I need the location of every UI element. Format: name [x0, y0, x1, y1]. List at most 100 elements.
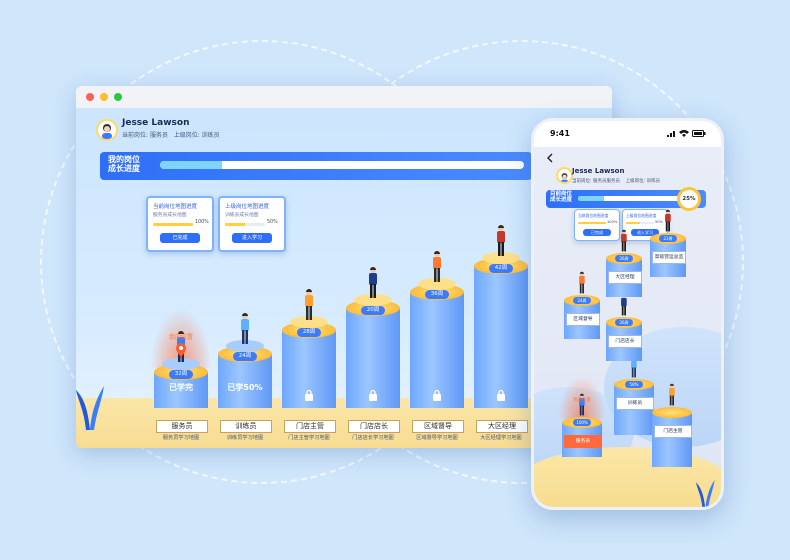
- minimize-dot[interactable]: [100, 93, 108, 101]
- role-map-link[interactable]: 门店主管学习地图: [288, 435, 330, 441]
- card-track: [153, 223, 193, 226]
- person-figure: [238, 312, 252, 350]
- growth-progress-title: 目前岗位 成长进度: [550, 191, 573, 204]
- card-track: [626, 222, 654, 224]
- pillar-weeks: 42周: [489, 264, 513, 273]
- card-subtitle: 服务员成长地图: [153, 213, 187, 218]
- pillar-cap: [354, 294, 392, 306]
- person-figure: [619, 229, 629, 256]
- user-name: Jesse Lawson: [122, 118, 190, 128]
- person-figure: [430, 250, 444, 288]
- card-track: [578, 222, 606, 224]
- person-figure: [366, 266, 380, 304]
- role-label[interactable]: 服务员: [156, 420, 208, 433]
- pillar-cap: [418, 278, 456, 290]
- status-bar: 9:41: [534, 121, 721, 147]
- avatar[interactable]: [96, 119, 118, 141]
- card-button[interactable]: 已完成: [160, 233, 200, 243]
- window-titlebar: [76, 86, 612, 109]
- role-label[interactable]: 大区经理: [476, 420, 528, 433]
- role-label[interactable]: 区域督导: [412, 420, 464, 433]
- card-track: [225, 223, 265, 226]
- pillar-weeks: 23周: [659, 235, 677, 242]
- person-figure: [577, 271, 587, 298]
- lock-icon: [432, 386, 442, 405]
- role-map-link[interactable]: 大区经理学习地图: [480, 435, 522, 441]
- role-label[interactable]: 训练员: [616, 397, 654, 410]
- phone-growth-map: Jesse Lawson 当前岗位: 服务员服务员 上级岗位: 训练员 目前岗位…: [534, 147, 721, 507]
- person-figure: [302, 288, 316, 326]
- person-figure: [577, 393, 587, 420]
- card-button[interactable]: 已完成: [583, 229, 611, 236]
- pillar-cap: [162, 358, 200, 370]
- role-label[interactable]: 门店店长: [608, 335, 642, 348]
- role-map-link[interactable]: 服务员学习地图: [162, 435, 200, 441]
- my-position-tag: 我的位置: [168, 334, 193, 341]
- growth-progress-fill: [578, 196, 604, 201]
- role-label[interactable]: 高级营运总监: [652, 251, 686, 264]
- pillar-weeks: 58%: [625, 381, 643, 388]
- pillar-cap: [226, 340, 264, 352]
- card-fill: [626, 222, 640, 224]
- user-name: Jesse Lawson: [572, 167, 625, 175]
- pillar-weeks: 24周: [233, 352, 257, 361]
- close-dot[interactable]: [86, 93, 94, 101]
- growth-progress: 我的岗位 成长进度: [100, 152, 532, 180]
- role-label[interactable]: 区域督导: [566, 313, 600, 326]
- my-position-tag: 我的位置: [573, 398, 591, 403]
- pillar-body: [652, 413, 692, 467]
- progress-card: 当前岗位地图进度 100% 已完成: [574, 209, 620, 241]
- pillar-weeks: 32周: [169, 370, 193, 379]
- card-percent: 100%: [607, 220, 618, 224]
- signal-icon: [667, 131, 675, 137]
- role-label[interactable]: 门店主管: [284, 420, 336, 433]
- role-pillar[interactable]: [154, 358, 208, 408]
- desktop-window: Jesse Lawson 当前岗位: 服务员 上级岗位: 训练员 我的岗位 成长进…: [76, 86, 612, 448]
- role-map-link[interactable]: 区域督导学习地图: [416, 435, 458, 441]
- role-pillar[interactable]: [282, 316, 336, 408]
- phone-frame: 9:41 Jesse Lawson 当前岗位: 服务员服务员 上级岗位: 训练员…: [531, 118, 724, 510]
- person-figure: [663, 209, 673, 236]
- back-icon[interactable]: [546, 153, 554, 163]
- pillar-status: 已学50%: [227, 383, 263, 392]
- lock-icon: [304, 386, 314, 405]
- role-label[interactable]: 门店主管: [654, 425, 692, 438]
- role-map-link[interactable]: 训练员学习地图: [226, 435, 264, 441]
- growth-progress-fill: [160, 161, 222, 169]
- card-title: 当前岗位地图进度: [578, 213, 609, 218]
- card-percent: 50%: [655, 220, 663, 224]
- lock-icon: [368, 386, 378, 405]
- progress-card: 上级岗位地图进度 训练员成长地图 50% 进入学习: [218, 196, 286, 252]
- person-figure: [494, 224, 508, 262]
- role-pillar[interactable]: [652, 407, 692, 467]
- plant-icon: [76, 386, 104, 430]
- growth-progress-title: 我的岗位 成长进度: [108, 155, 140, 174]
- card-subtitle: 训练员成长地图: [225, 213, 259, 218]
- pillar-body: [346, 308, 400, 408]
- maximize-dot[interactable]: [114, 93, 122, 101]
- card-fill: [153, 223, 193, 226]
- pillar-body: [410, 292, 464, 408]
- avatar[interactable]: [556, 167, 573, 184]
- card-button[interactable]: 进入学习: [232, 233, 272, 243]
- pillar-body: [218, 354, 272, 408]
- user-position: 当前岗位: 服务员 上级岗位: 训练员: [122, 132, 220, 139]
- role-label[interactable]: 大区经理: [608, 271, 642, 284]
- pillar-status: 已学完: [169, 383, 193, 392]
- card-title: 上级岗位地图进度: [225, 204, 270, 210]
- pillar-body: [474, 266, 528, 408]
- role-map-link[interactable]: 门店店长学习地图: [352, 435, 394, 441]
- progress-badge: 25%: [677, 187, 701, 211]
- role-label[interactable]: 训练员: [220, 420, 272, 433]
- role-label[interactable]: 服务员: [564, 435, 602, 448]
- plant-icon: [696, 479, 715, 507]
- progress-card: 当前岗位地图进度 服务员成长地图 100% 已完成: [146, 196, 214, 252]
- card-percent: 100%: [195, 220, 209, 225]
- card-fill: [578, 222, 606, 224]
- pillar-weeks: 36周: [425, 290, 449, 299]
- pillar-cap: [482, 252, 520, 264]
- pillar-top: [652, 407, 692, 418]
- role-label[interactable]: 门店店长: [348, 420, 400, 433]
- wifi-icon: [679, 130, 689, 137]
- card-button[interactable]: 进入学习: [631, 229, 659, 236]
